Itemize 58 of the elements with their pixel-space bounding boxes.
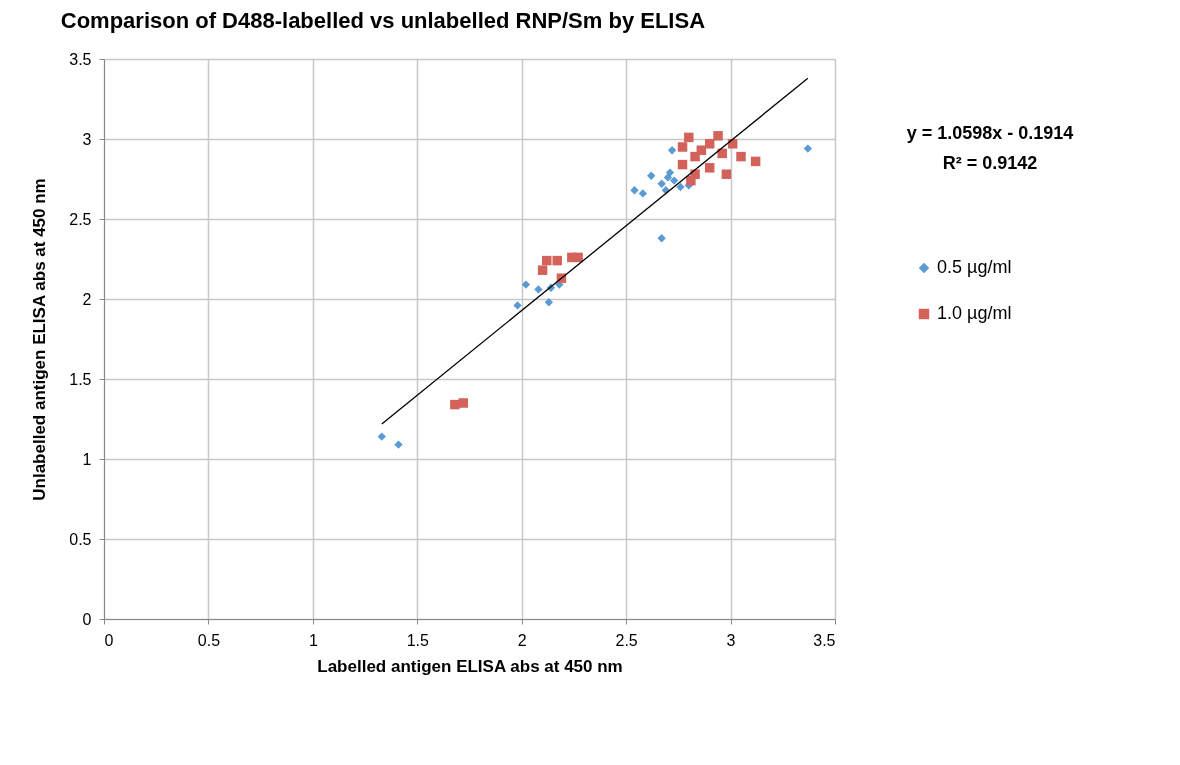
point — [690, 151, 700, 162]
point — [676, 182, 685, 192]
point — [534, 285, 543, 294]
point — [657, 179, 666, 188]
point — [670, 176, 679, 185]
x-tick-label: 0.5 — [197, 631, 221, 649]
point — [377, 432, 386, 441]
point — [727, 139, 738, 149]
point — [686, 175, 696, 186]
y-tick-label: 3 — [82, 130, 92, 148]
point — [630, 186, 639, 195]
x-tick-label: 3.5 — [813, 631, 836, 649]
point — [684, 132, 694, 143]
point — [736, 151, 746, 162]
point — [750, 156, 761, 167]
x-tick-label: 1 — [308, 631, 318, 649]
x-axis-title: Labelled antigen ELISA abs at 450 nm — [317, 656, 623, 676]
y-tick-label: 2 — [82, 290, 92, 308]
point — [573, 252, 583, 263]
x-tick-label: 2.5 — [615, 631, 638, 649]
point — [713, 131, 723, 141]
point — [704, 163, 715, 173]
point — [803, 144, 813, 153]
point — [552, 255, 562, 266]
point — [721, 169, 732, 179]
x-tick-label: 3 — [726, 631, 736, 649]
x-tick-label: 2 — [517, 631, 527, 649]
y-tick-label: 2.5 — [69, 210, 92, 228]
y-axis-title: Unlabelled antigen ELISA abs at 450 nm — [30, 178, 50, 501]
point — [537, 265, 548, 275]
legend-label: 1.0 µg/ml — [937, 303, 1012, 323]
y-tick-label: 3.5 — [69, 50, 92, 68]
point — [521, 280, 531, 289]
point — [394, 440, 403, 449]
point — [657, 234, 666, 243]
point — [696, 145, 707, 155]
chart-title: Comparison of D488-labelled vs unlabelled RNP/Sm by ELISA — [60, 8, 706, 33]
point — [542, 255, 552, 266]
y-tick-label: 0 — [82, 610, 92, 628]
text: R² = 0.9142 — [942, 153, 1038, 173]
point — [677, 142, 688, 152]
y-tick-label: 0.5 — [69, 530, 92, 548]
point — [717, 148, 727, 159]
point — [665, 168, 675, 177]
y-tick-label: 1 — [82, 450, 92, 468]
point — [667, 146, 677, 155]
point — [458, 398, 468, 408]
point — [513, 301, 522, 310]
point — [677, 159, 688, 170]
legend-label: 0.5 µg/ml — [937, 257, 1012, 277]
text: y = 1.0598x - 0.1914 — [906, 123, 1074, 143]
point — [544, 298, 554, 307]
x-tick-label: 0 — [104, 631, 114, 649]
x-tick-label: 1.5 — [406, 631, 429, 649]
point — [647, 171, 656, 180]
point — [704, 139, 715, 149]
point — [638, 189, 648, 198]
y-tick-label: 1.5 — [69, 370, 92, 388]
